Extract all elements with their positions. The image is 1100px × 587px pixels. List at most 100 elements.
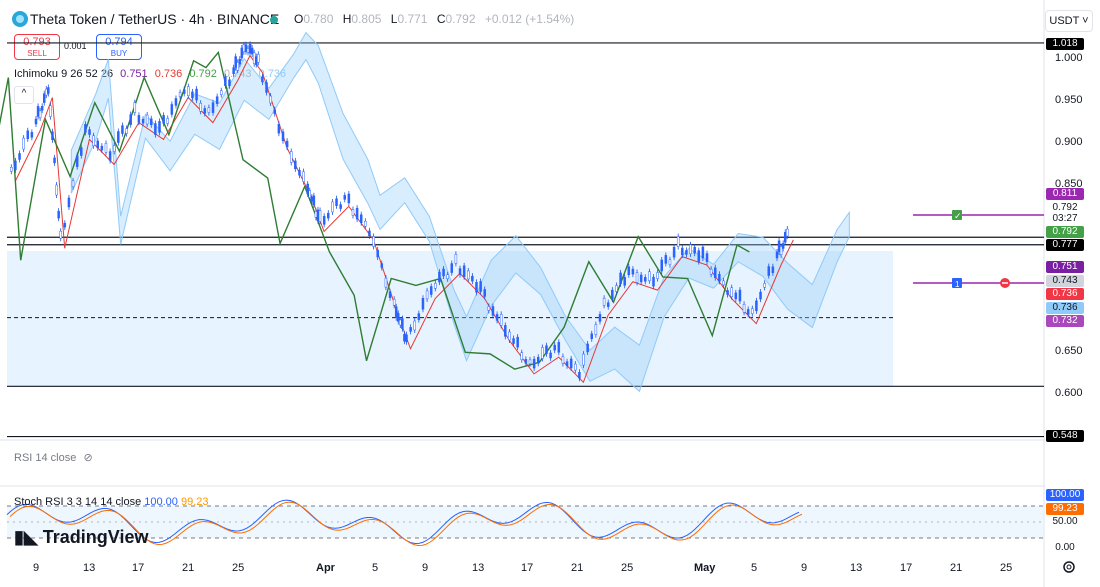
candle xyxy=(660,259,663,272)
candle xyxy=(462,265,466,277)
candle xyxy=(30,132,34,138)
time-tick: May xyxy=(694,562,716,574)
candle xyxy=(549,352,552,359)
spread-value: 0.001 xyxy=(64,41,87,51)
time-tick: 9 xyxy=(33,562,40,574)
candle xyxy=(339,204,342,209)
ichimoku-legend[interactable]: Ichimoku 9 26 52 26 0.751 0.736 0.792 0.… xyxy=(14,68,290,80)
candle xyxy=(322,216,326,225)
candle xyxy=(685,250,688,255)
eye-hidden-icon[interactable]: ⊘ xyxy=(83,452,93,464)
candle xyxy=(705,253,709,262)
candle xyxy=(681,247,684,256)
candle xyxy=(298,170,301,176)
candle xyxy=(236,62,239,71)
time-tick: 9 xyxy=(801,562,808,574)
price-tick: 0.600 xyxy=(1055,387,1083,399)
price-tick: 0.950 xyxy=(1055,94,1083,106)
candle xyxy=(450,263,454,273)
candle xyxy=(569,358,573,369)
candle xyxy=(335,198,338,206)
candle xyxy=(42,93,46,103)
candle xyxy=(413,320,416,331)
candle xyxy=(252,52,256,65)
candle xyxy=(203,108,207,114)
candle xyxy=(767,266,771,276)
buy-button[interactable]: 0.794 BUY xyxy=(96,34,142,60)
price-tick: 0.650 xyxy=(1055,345,1083,357)
candle xyxy=(250,47,254,55)
candle xyxy=(26,130,30,139)
candle xyxy=(368,230,371,237)
candle xyxy=(75,155,79,167)
time-tick: 17 xyxy=(132,562,145,574)
candle xyxy=(615,285,618,292)
candle xyxy=(347,193,351,204)
sell-button[interactable]: 0.793 SELL xyxy=(14,34,60,60)
candle xyxy=(467,270,470,280)
time-tick: 5 xyxy=(751,562,758,574)
candle xyxy=(532,358,536,369)
price-tag: 0.777 xyxy=(1046,239,1084,251)
candle xyxy=(49,105,52,117)
ichimoku-cloud xyxy=(70,31,850,393)
candle xyxy=(759,291,762,300)
candle xyxy=(55,184,58,196)
stoch-rsi-legend[interactable]: Stoch RSI 3 3 14 14 close 100.00 99.23 xyxy=(14,496,209,508)
candle xyxy=(18,153,21,160)
time-tick: 5 xyxy=(372,562,379,574)
candle xyxy=(129,114,132,125)
entry-marker-icon[interactable] xyxy=(952,278,962,288)
candle xyxy=(565,361,569,366)
candle xyxy=(100,145,104,151)
candle xyxy=(726,290,729,295)
candle xyxy=(471,275,474,282)
candle xyxy=(343,195,346,200)
candle xyxy=(14,160,17,171)
rsi-legend[interactable]: RSI 14 close ⊘ xyxy=(14,452,93,464)
candle xyxy=(405,334,408,342)
candle xyxy=(553,344,556,351)
candle xyxy=(709,268,713,275)
time-tick: 25 xyxy=(232,562,245,574)
candle xyxy=(199,103,202,112)
candle xyxy=(541,347,544,359)
candle xyxy=(121,125,124,134)
candle xyxy=(63,222,67,228)
candle xyxy=(781,243,785,249)
currency-button[interactable]: USDT ˅ xyxy=(1045,10,1093,32)
candle xyxy=(512,338,515,344)
candle xyxy=(248,43,252,54)
candle xyxy=(487,306,491,311)
candle xyxy=(38,110,42,119)
candle xyxy=(40,106,44,111)
candle xyxy=(281,131,285,141)
candle xyxy=(701,246,705,259)
candle xyxy=(697,250,701,262)
candle xyxy=(364,221,367,227)
candle xyxy=(479,281,482,292)
candle xyxy=(327,212,330,219)
candle xyxy=(689,244,692,255)
check-icon: ✓ xyxy=(954,211,962,221)
candle xyxy=(475,282,478,293)
symbol-title[interactable]: Theta Token / TetherUS · 4h · BINANCE xyxy=(30,11,280,27)
candle xyxy=(359,214,363,223)
candle xyxy=(154,123,157,135)
candle xyxy=(742,304,746,313)
check-marker-icon[interactable] xyxy=(952,210,962,220)
settings-gear-icon[interactable] xyxy=(1062,560,1076,574)
candle xyxy=(602,298,606,306)
candle xyxy=(331,201,334,213)
candle xyxy=(771,266,775,274)
candle xyxy=(668,259,672,266)
candle xyxy=(586,343,589,353)
candle xyxy=(536,357,540,364)
price-tag: 0.751 xyxy=(1046,261,1084,273)
candle xyxy=(561,356,565,364)
candle xyxy=(779,246,783,255)
collapse-legend-button[interactable]: ^ xyxy=(14,86,34,104)
candle xyxy=(730,287,733,297)
candle xyxy=(310,196,314,202)
